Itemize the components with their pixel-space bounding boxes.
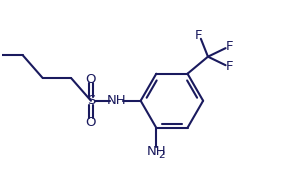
Text: F: F xyxy=(226,60,233,73)
Text: F: F xyxy=(194,29,202,42)
Text: O: O xyxy=(86,116,96,129)
Text: S: S xyxy=(87,94,95,107)
Text: 2: 2 xyxy=(159,150,165,160)
Text: F: F xyxy=(226,40,233,53)
Text: O: O xyxy=(86,73,96,86)
Text: NH: NH xyxy=(107,94,126,107)
Text: NH: NH xyxy=(146,145,166,158)
